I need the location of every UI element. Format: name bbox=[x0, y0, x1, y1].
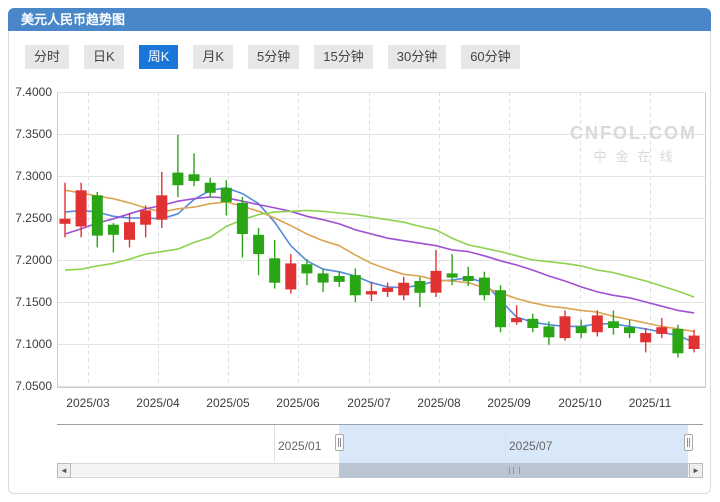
left-arrow-icon: ◄ bbox=[60, 466, 68, 475]
candle-down bbox=[236, 202, 248, 234]
x-tick-label: 2025/11 bbox=[628, 396, 672, 410]
y-tick-label: 7.1000 bbox=[15, 337, 52, 351]
candle-down bbox=[414, 281, 426, 293]
x-tick-label: 2025/08 bbox=[417, 396, 461, 410]
scrollbar-thumb[interactable] bbox=[339, 463, 688, 478]
candle-down bbox=[204, 182, 216, 193]
y-tick-label: 7.2500 bbox=[15, 211, 52, 225]
candle-down bbox=[107, 224, 119, 235]
candle-down bbox=[495, 290, 506, 328]
ma-line-ma_slow_purple bbox=[64, 196, 695, 314]
candle-down bbox=[575, 326, 587, 334]
scrollbar-grip-icon bbox=[508, 467, 520, 474]
y-tick-label: 7.0500 bbox=[15, 379, 52, 393]
title-bar: 美元人民币趋势图 bbox=[8, 8, 711, 31]
navigator-tick-label: 2025/01 bbox=[278, 439, 322, 453]
candle-up bbox=[591, 315, 603, 333]
candle-up bbox=[156, 195, 168, 220]
candle-down bbox=[91, 195, 103, 236]
page-title: 美元人民币趋势图 bbox=[21, 12, 126, 27]
candle-down bbox=[462, 276, 474, 281]
candle-up bbox=[688, 335, 700, 349]
navigator-tick-label: 2025/07 bbox=[509, 439, 553, 453]
tab-0[interactable]: 分时 bbox=[25, 45, 70, 69]
ma-line-ma_fast_blue bbox=[64, 187, 695, 344]
y-tick-label: 7.2000 bbox=[15, 253, 52, 267]
y-tick-label: 7.3500 bbox=[15, 127, 52, 141]
candle-up bbox=[124, 222, 135, 240]
candle-down bbox=[478, 277, 490, 296]
scroll-left-button[interactable]: ◄ bbox=[57, 463, 71, 478]
candle-up bbox=[285, 263, 297, 290]
x-tick-label: 2025/03 bbox=[66, 396, 110, 410]
tab-3[interactable]: 月K bbox=[193, 45, 234, 69]
candle-down bbox=[446, 273, 458, 278]
tab-4[interactable]: 5分钟 bbox=[248, 45, 300, 69]
ma-line-ma_long_green bbox=[64, 209, 695, 298]
navigator-tick bbox=[505, 425, 506, 462]
tab-6[interactable]: 30分钟 bbox=[387, 45, 447, 69]
candle-up bbox=[366, 291, 377, 295]
candle-up bbox=[656, 327, 668, 334]
chart-panel bbox=[8, 8, 711, 494]
candle-down bbox=[527, 318, 539, 328]
candle-down bbox=[220, 187, 232, 203]
candle-down bbox=[672, 328, 684, 354]
candle-up bbox=[140, 210, 152, 225]
x-tick-label: 2025/10 bbox=[558, 396, 602, 410]
candle-up bbox=[75, 190, 87, 227]
candle-up bbox=[398, 282, 410, 296]
navigator-top-border bbox=[57, 424, 703, 425]
period-tabs: 分时 日K 周K 月K 5分钟 15分钟 30分钟 60分钟 bbox=[25, 45, 535, 69]
scroll-right-button[interactable]: ► bbox=[689, 463, 703, 478]
range-handle-left[interactable] bbox=[335, 434, 344, 451]
x-tick-label: 2025/07 bbox=[347, 396, 391, 410]
candle-down bbox=[333, 276, 345, 282]
range-handle-right[interactable] bbox=[684, 434, 693, 451]
navigator-selected-range[interactable] bbox=[339, 425, 688, 463]
y-tick-label: 7.3000 bbox=[15, 169, 52, 183]
tab-1[interactable]: 日K bbox=[84, 45, 124, 69]
candle-down bbox=[301, 264, 313, 274]
candlestick-chart[interactable] bbox=[57, 92, 706, 388]
plot-area[interactable] bbox=[57, 92, 706, 388]
right-arrow-icon: ► bbox=[692, 466, 700, 475]
candle-up bbox=[430, 270, 442, 293]
candle-down bbox=[269, 258, 281, 283]
candle-down bbox=[607, 321, 619, 328]
candle-down bbox=[624, 327, 635, 334]
y-tick-label: 7.1500 bbox=[15, 295, 52, 309]
x-tick-label: 2025/04 bbox=[136, 396, 180, 410]
navigator-tick bbox=[274, 425, 275, 462]
x-tick-label: 2025/06 bbox=[276, 396, 320, 410]
candle-down bbox=[317, 273, 329, 283]
y-tick-label: 7.4000 bbox=[15, 85, 52, 99]
candle-down bbox=[253, 234, 265, 255]
candle-up bbox=[59, 218, 71, 224]
candle-down bbox=[172, 172, 184, 186]
x-tick-label: 2025/09 bbox=[487, 396, 531, 410]
ma-line-ma_mid_orange bbox=[64, 189, 695, 333]
tab-5[interactable]: 15分钟 bbox=[314, 45, 373, 69]
candle-down bbox=[543, 326, 555, 338]
candle-up bbox=[559, 316, 571, 339]
tab-2-active[interactable]: 周K bbox=[138, 45, 179, 69]
candle-up bbox=[382, 287, 394, 292]
tab-7[interactable]: 60分钟 bbox=[461, 45, 520, 69]
candle-down bbox=[188, 174, 200, 181]
candle-up bbox=[640, 333, 652, 343]
x-tick-label: 2025/05 bbox=[206, 396, 250, 410]
candle-up bbox=[511, 318, 523, 323]
candle-down bbox=[349, 275, 361, 296]
